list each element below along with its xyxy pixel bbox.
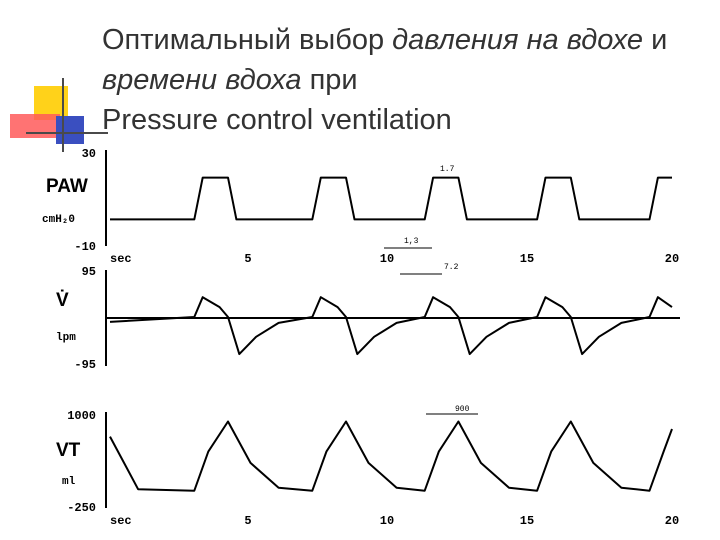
flow-ytick-top: 95 xyxy=(82,265,96,279)
title-line-2: Pressure control ventilation xyxy=(102,104,452,136)
paw-trace xyxy=(110,176,672,221)
paw-annotation-b: 1.7 xyxy=(440,165,455,174)
paw-unit-label: cmH₂0 xyxy=(42,214,75,226)
vt-quantity-label: VT xyxy=(56,440,81,461)
title-text-1: Оптимальный выбор xyxy=(102,24,393,56)
paw-ytick-top: 30 xyxy=(82,147,96,161)
vt-annotation: 900 xyxy=(455,405,470,414)
paw-quantity-label: PAW xyxy=(46,176,88,197)
flow-unit-label: lpm xyxy=(56,332,76,344)
vt-ytick-top: 1000 xyxy=(67,409,96,423)
slide-title: Оптимальный выбор давления на вдохе и вр… xyxy=(102,20,702,140)
decor-red-bar xyxy=(10,114,60,138)
vt-trace xyxy=(109,420,673,492)
vt-xtick-10: 10 xyxy=(380,514,394,528)
flow-ytick-bottom: -95 xyxy=(74,358,96,372)
title-text-4: времени вдоха xyxy=(102,64,302,96)
vt-xaxis-label: sec xyxy=(110,514,132,528)
paw-xtick-10: 10 xyxy=(380,252,394,266)
paw-ytick-bottom: -10 xyxy=(74,240,96,254)
vt-xtick-5: 5 xyxy=(244,514,251,528)
vt-xtick-15: 15 xyxy=(520,514,534,528)
paw-xtick-20: 20 xyxy=(665,252,679,266)
title-text-5: при xyxy=(301,64,358,96)
title-text-3: и xyxy=(643,24,668,56)
flow-annotation: 7.2 xyxy=(444,263,459,272)
paw-xtick-5: 5 xyxy=(244,252,251,266)
title-line-1: Оптимальный выбор давления на вдохе и вр… xyxy=(102,20,702,100)
decor-blue-square xyxy=(56,116,84,144)
decor-horizontal-line xyxy=(26,132,108,134)
title-text-2: давления на вдохе xyxy=(392,24,644,56)
paw-annotation-a: 1,3 xyxy=(404,237,419,246)
decor-vertical-line xyxy=(62,78,64,152)
paw-xtick-15: 15 xyxy=(520,252,534,266)
vt-unit-label: ml xyxy=(62,476,76,488)
vt-xtick-20: 20 xyxy=(665,514,679,528)
vt-ytick-bottom: -250 xyxy=(67,501,96,515)
flow-quantity-label: V̇ xyxy=(56,289,69,311)
flow-trace xyxy=(109,296,673,356)
paw-xaxis-label: sec xyxy=(110,252,132,266)
